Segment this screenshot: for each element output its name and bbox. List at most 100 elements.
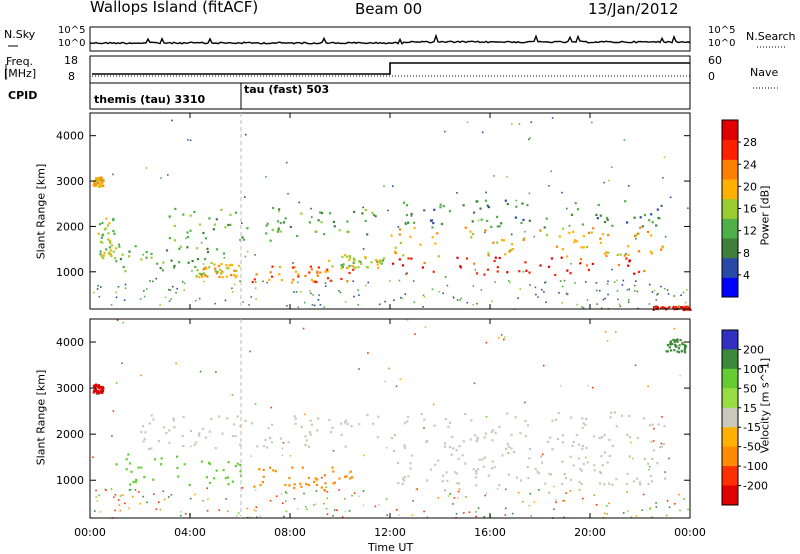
power-cell [170, 259, 173, 262]
power-noise-cell [535, 293, 537, 296]
power-cell [173, 264, 176, 267]
power-noise-cell [124, 287, 127, 289]
power-cell [271, 228, 274, 232]
power-cell [484, 199, 487, 202]
power-cell [626, 221, 629, 224]
power-cell [545, 217, 548, 220]
velocity-noise-cell [289, 455, 292, 457]
power-cell [376, 263, 379, 266]
velocity-cell [586, 461, 589, 464]
power-cell [649, 250, 653, 253]
velocity-noise-cell [449, 493, 452, 495]
power-noise-cell [444, 276, 447, 278]
velocity-cell [507, 445, 510, 448]
power-noise-cell [311, 216, 313, 218]
power-cell [276, 220, 280, 223]
velocity-heatmap [92, 319, 689, 519]
velocity-noise-cell [225, 498, 227, 500]
velocity-noise-cell [660, 442, 663, 445]
velocity-cell [233, 423, 236, 426]
velocity-colorbar-swatch [722, 485, 738, 506]
velocity-noise-cell [606, 505, 608, 507]
power-cell [681, 306, 684, 309]
velocity-cell [403, 475, 406, 479]
power-cell [354, 266, 357, 270]
velocity-noise-cell [395, 385, 398, 388]
power-cell [213, 263, 216, 266]
power-noise-cell [183, 282, 186, 285]
power-cell [297, 275, 300, 278]
velocity-cell [349, 470, 352, 473]
power-cell [97, 182, 100, 185]
velocity-noise-cell [231, 394, 234, 396]
power-cell [605, 254, 608, 257]
power-cell [633, 216, 636, 219]
power-cell [191, 259, 194, 263]
power-colorbar-label: 28 [743, 136, 757, 149]
velocity-cell [446, 479, 449, 482]
power-cell [215, 272, 218, 275]
power-colorbar-label: 20 [743, 180, 757, 193]
velocity-noise-cell [555, 501, 557, 504]
power-cell [380, 262, 383, 265]
velocity-noise-cell [524, 401, 526, 404]
freq-label: Freq. [6, 55, 34, 68]
velocity-noise-cell [348, 472, 351, 475]
power-cell [684, 306, 688, 309]
velocity-cell [548, 472, 551, 475]
power-noise-cell [324, 285, 327, 287]
power-cell [108, 246, 111, 249]
velocity-noise-cell [485, 341, 488, 344]
power-cell [358, 260, 361, 263]
velocity-noise-cell [206, 487, 208, 489]
velocity-cell [578, 457, 581, 460]
nave-trace [92, 62, 690, 75]
power-noise-cell [191, 270, 193, 272]
power-cell [364, 256, 367, 259]
power-noise-cell [404, 222, 407, 224]
power-cell [650, 213, 653, 216]
power-noise-cell [662, 177, 664, 179]
power-cell [206, 275, 209, 278]
power-cell [315, 281, 318, 284]
velocity-cell [608, 482, 611, 485]
power-cell [222, 252, 225, 255]
velocity-cell [675, 339, 679, 342]
power-cell [320, 221, 323, 224]
power-colorbar-swatch [722, 257, 738, 278]
power-cell [278, 273, 281, 276]
power-cell [94, 183, 97, 186]
power-noise-cell [602, 298, 605, 301]
power-noise-cell [621, 284, 624, 286]
velocity-noise-cell [682, 342, 685, 344]
velocity-cell [610, 411, 613, 414]
velocity-noise-cell [634, 364, 637, 367]
power-cell [309, 265, 312, 268]
xtick-label: 00:00 [74, 526, 106, 539]
power-cell [655, 224, 658, 227]
velocity-cell [305, 483, 308, 486]
power-cell [346, 220, 349, 223]
velocity-cell [173, 426, 176, 429]
power-cell [490, 225, 493, 228]
velocity-noise-cell [664, 471, 666, 473]
power-noise-cell [97, 285, 99, 287]
power-cell [405, 214, 408, 217]
power-cell [486, 204, 489, 207]
power-cell [663, 307, 666, 310]
power-cell [98, 223, 102, 226]
power-cell [118, 245, 121, 248]
power-cell [442, 205, 445, 208]
power-yticks: 1000 2000 3000 4000 [56, 130, 690, 279]
power-cell [653, 306, 656, 309]
power-cell [122, 266, 125, 269]
power-cell [637, 232, 640, 235]
velocity-noise-cell [255, 506, 258, 508]
velocity-noise-cell [500, 334, 503, 336]
power-noise-cell [613, 281, 616, 283]
power-noise-cell [558, 292, 560, 294]
velocity-cell [593, 469, 596, 472]
velocity-cell [642, 417, 645, 420]
power-cell [407, 257, 410, 260]
velocity-cell [200, 460, 204, 463]
